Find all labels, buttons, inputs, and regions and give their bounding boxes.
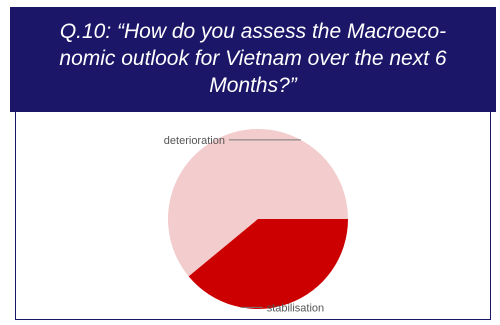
chart-title: Q.10: “How do you assess the Macroeco- n…	[24, 18, 482, 99]
chart-title-line-2: nomic outlook for Vietnam over the next …	[59, 47, 447, 70]
chart-title-line-1: Q.10: “How do you assess the Macroeco-	[59, 20, 447, 43]
plot-area: deterioration stabilisation	[15, 111, 491, 320]
slice-label-deterioration: deterioration	[164, 135, 225, 147]
chart-title-line-3: Months?”	[209, 74, 297, 97]
pie-slice-stabilisation	[188, 219, 348, 309]
pie-slice-deterioration	[168, 129, 348, 277]
slice-label-stabilisation: stabilisation	[267, 302, 324, 314]
pie-chart: deterioration stabilisation	[164, 129, 348, 314]
chart-title-bar: Q.10: “How do you assess the Macroeco- n…	[10, 7, 496, 112]
